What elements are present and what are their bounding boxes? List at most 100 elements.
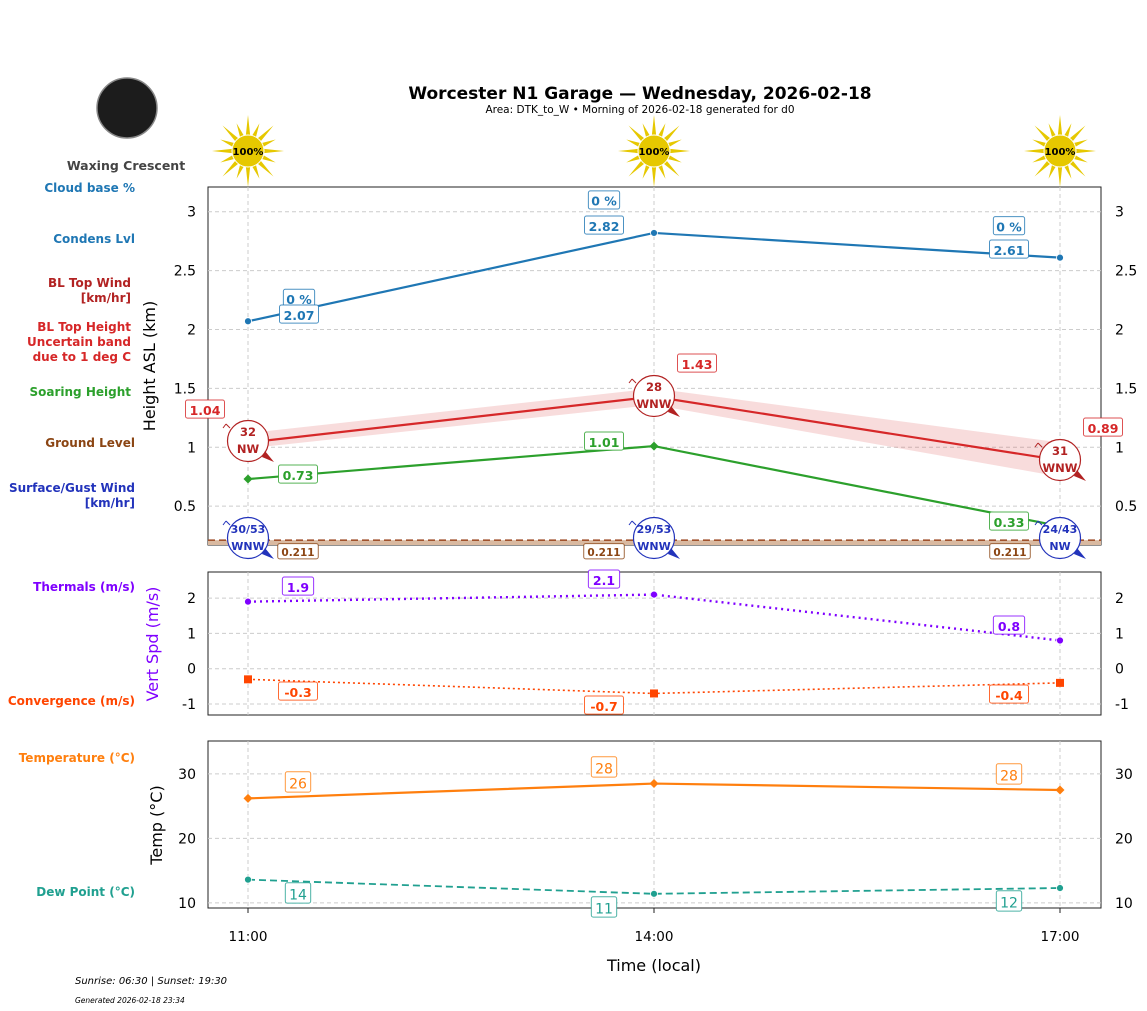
thermals-label-box [281,576,315,596]
row-label: Convergence (m/s) [8,694,135,708]
y-tick-label-right: 2 [1115,591,1124,607]
surface-wind-arrow-icon [1074,548,1086,559]
dew-point-point [244,875,252,884]
convergence-label: -0.3 [284,685,311,700]
sun-ray [245,115,251,138]
x-axis-label: Time (local) [606,956,701,975]
sun-ray [1048,162,1057,179]
y-tick-label-right: 2.5 [1115,264,1137,280]
row-label: [km/hr] [85,496,135,510]
bl-top-wind-arrow-icon [262,451,274,462]
cloudbase-pct-label-box [587,190,621,210]
y-axis-label-height: Height ASL (km) [140,301,159,431]
dew-point-label-box [590,896,618,918]
sun-disc [637,134,671,168]
soaring-height-label-box [989,511,1029,531]
row-label: Temperature (°C) [19,751,135,765]
sun-ray [220,154,237,163]
ground-level-label: 0.211 [281,547,314,559]
sun-ray [657,123,666,140]
convergence-point [650,689,658,698]
y-tick-label-right: 10 [1115,896,1133,912]
ground-level-label: 0.211 [587,547,620,559]
sun-ray [618,148,641,154]
sun-ray [1057,115,1063,138]
generated-time: Generated 2026-02-18 23:34 [75,996,185,1005]
bl-top-wind-direction: WNW [1043,461,1078,475]
chart-subtitle: Area: DTK_to_W • Morning of 2026-02-18 g… [485,104,794,116]
x-tick-label: 17:00 [1041,929,1080,945]
bl-top-uncertainty-band [248,388,1060,477]
dew-point-line [247,878,1061,895]
thermals-point [1056,636,1064,645]
surface-wind-speed: 30/53 [231,523,266,536]
dew-point-label-box [284,882,312,904]
condens-point [650,229,658,237]
temperature-label: 26 [289,776,307,792]
sun-ray [1063,162,1072,179]
sun-ray [236,123,245,140]
y-tick-label: 1 [187,440,196,456]
sun-ray [251,123,260,140]
y-tick-label-right: 0.5 [1115,499,1137,515]
bl-top-label: 0.89 [1088,421,1119,436]
sun-disc [231,134,265,168]
surface-wind-direction: NW [1049,540,1070,553]
surface-wind-circle [226,516,270,560]
ground-level-label-box [583,543,625,560]
x-tick-label: 14:00 [635,929,674,945]
temperature-point [1055,785,1065,795]
temperature-label-box [590,756,618,778]
thermals-point [244,597,252,606]
soaring-height-label: 0.73 [283,468,314,483]
sun-ray [1063,123,1072,140]
sun-ray [628,125,646,143]
condens-level-label: 2.82 [589,219,620,234]
y-tick-label-right: 20 [1115,831,1133,847]
convergence-label: -0.4 [995,688,1023,703]
sun-ray [651,164,657,187]
sun-ray [256,125,274,143]
row-label: BL Top Height [37,320,131,334]
sun-ray [251,162,260,179]
y-tick-label: 30 [178,767,196,783]
sun-ray [261,148,284,154]
temperature-point [649,779,659,789]
row-label: Soaring Height [30,385,132,399]
bl-top-wind-direction: NW [237,442,260,456]
y-tick-label: 0.5 [174,499,196,515]
row-label: Cloud base % [44,181,135,195]
surface-wind-barb-icon [222,520,231,526]
soaring-height-label-box [278,464,318,484]
y-tick-label: 10 [178,896,196,912]
y-tick-label: 3 [187,205,196,221]
sun-ray [245,164,251,187]
sun-ray [628,159,646,177]
thermals-label-box [992,615,1026,635]
y-tick-label: 2 [187,591,196,607]
row-label: Condens Lvl [53,232,135,246]
dew-point-point [650,889,658,898]
sun-ray [662,159,680,177]
ground-level-label-box [277,543,319,560]
dew-point-label: 14 [289,887,307,903]
thermals-label: 1.9 [287,580,309,595]
y-tick-label-right: 30 [1115,767,1133,783]
thermals-point [650,590,658,599]
y-tick-label: 20 [178,831,196,847]
temperature-label: 28 [1000,768,1018,784]
sun-ray [1032,139,1049,148]
bl-top-label-box [1083,417,1123,437]
sun-ray [1057,164,1063,187]
sun-ray [626,154,643,163]
convergence-point [1056,678,1064,687]
x-tick-label: 11:00 [229,929,268,945]
bl-top-wind-arrow-icon [1074,470,1086,481]
thermals-label: 0.8 [998,619,1020,634]
bl-top-label: 1.04 [190,403,221,418]
surface-wind-direction: WNW [231,540,264,553]
sun-ray [236,162,245,179]
bl-top-wind-circle [226,419,270,463]
surface-wind-speed: 29/53 [637,523,672,536]
